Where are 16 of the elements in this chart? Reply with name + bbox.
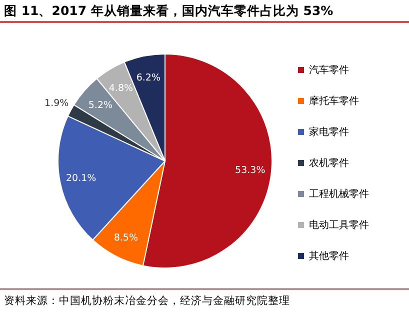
data-label: 53.3%: [235, 165, 266, 176]
legend-label: 其他零件: [309, 250, 349, 262]
data-label: 1.9%: [44, 98, 69, 110]
data-label: 5.2%: [88, 100, 113, 112]
legend-label: 摩托车零件: [309, 95, 359, 107]
legend-label: 家电零件: [309, 126, 349, 138]
legend-label: 农机零件: [309, 157, 349, 169]
legend-label: 电动工具零件: [309, 219, 369, 231]
data-label: 4.8%: [108, 82, 134, 94]
chart-title: 图 11、2017 年从销量来看，国内汽车零件占比为 53%: [4, 3, 334, 18]
text: 资料来源：中国机协粉末冶金分会，经济与金融研究院整理: [4, 294, 290, 307]
data-label: 6.2%: [136, 72, 160, 84]
legend-label: 汽车零件: [309, 64, 349, 76]
legend-label: 工程机械零件: [309, 188, 369, 200]
data-label: 8.5%: [114, 232, 138, 244]
data-label: 20.1%: [66, 173, 96, 184]
